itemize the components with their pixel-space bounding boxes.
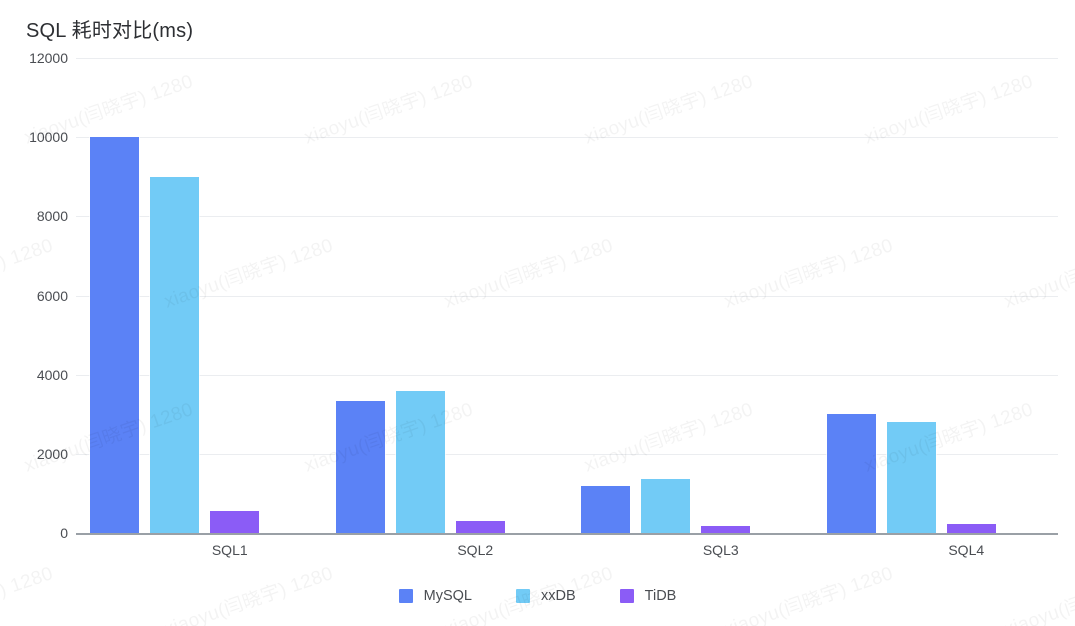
y-axis-tick-label: 12000 [29,50,68,66]
bar-mysql-sql4[interactable] [826,414,876,533]
y-axis-tick-label: 0 [60,525,68,541]
bar-xxdb-sql1[interactable] [150,176,200,533]
legend-label: xxDB [541,588,576,604]
x-axis-tick-label: SQL4 [948,542,985,558]
bar-xxdb-sql3[interactable] [641,479,691,533]
y-axis-tick-label: 8000 [36,208,68,225]
y-axis-tick-label: 6000 [36,287,68,304]
bar-tidb-sql4[interactable] [946,524,996,533]
x-axis-tick-label: SQL2 [457,542,494,558]
chart-legend[interactable]: MySQL xxDB TiDB [0,588,1075,604]
gridline [76,295,1058,297]
gridline [76,58,1058,59]
bar-xxdb-sql4[interactable] [886,422,936,533]
gridline [76,216,1058,218]
gridline [76,137,1058,139]
legend-label: MySQL [423,588,472,604]
legend-swatch-icon [619,589,634,603]
x-axis-line [76,533,1058,535]
y-axis-tick-label: 4000 [36,366,68,383]
bar-mysql-sql1[interactable] [90,137,140,533]
chart-title: SQL 耗时对比(ms) [26,20,194,42]
gridline [76,374,1058,376]
y-axis-tick-label: 10000 [29,129,68,146]
legend-label: TiDB [644,588,677,604]
bar-mysql-sql3[interactable] [581,486,631,533]
bar-tidb-sql2[interactable] [455,521,505,533]
y-axis-tick-label: 2000 [36,445,68,462]
bar-xxdb-sql2[interactable] [395,390,445,533]
gridline [76,453,1058,455]
x-axis-tick-label: SQL3 [702,542,739,558]
bar-mysql-sql2[interactable] [335,401,385,533]
bar-tidb-sql3[interactable] [701,526,751,533]
bar-tidb-sql1[interactable] [210,511,260,533]
plot-area [76,58,1058,533]
x-axis-tick-label: SQL1 [211,542,248,558]
legend-item-xxdb[interactable]: xxDB [516,588,576,604]
legend-swatch-icon [516,589,530,603]
legend-item-mysql[interactable]: MySQL [398,588,472,604]
legend-item-tidb[interactable]: TiDB [619,588,677,604]
legend-swatch-icon [398,589,413,603]
